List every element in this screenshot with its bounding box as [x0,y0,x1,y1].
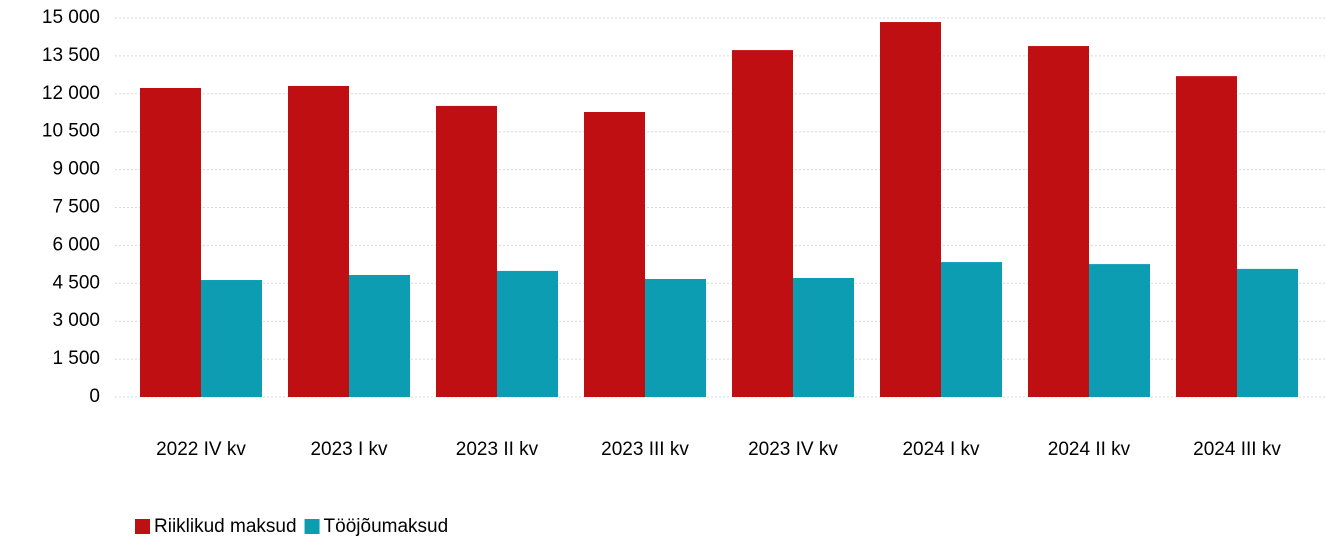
bar [201,280,262,397]
y-tick-label: 7 500 [52,197,100,218]
x-tick-label: 2023 II kv [456,439,539,460]
bar [1237,268,1298,397]
bar [1089,264,1150,397]
legend-swatch [135,519,150,534]
x-tick-label: 2023 I kv [310,439,388,460]
y-tick-label: 13 500 [42,45,100,66]
bar [1176,76,1237,397]
bar [436,105,497,397]
y-tick-label: 0 [89,386,100,407]
y-tick-label: 3 000 [52,310,100,331]
y-tick-label: 1 500 [52,348,100,369]
x-tick-label: 2024 I kv [902,439,980,460]
legend-label: Tööjõumaksud [324,516,449,537]
x-tick-label: 2023 III kv [601,439,689,460]
y-tick-label: 6 000 [52,234,100,255]
bar [941,262,1002,397]
x-tick-label: 2024 III kv [1193,439,1281,460]
y-tick-label: 4 500 [52,272,100,293]
bar [645,279,706,397]
x-tick-label: 2022 IV kv [156,439,246,460]
x-tick-label: 2023 IV kv [748,439,838,460]
bar [497,270,558,397]
bar [880,22,941,398]
bar [584,111,645,397]
bar [1028,46,1089,398]
bar [349,274,410,397]
bar [288,85,349,397]
legend-label: Riiklikud maksud [154,516,297,537]
x-tick-label: 2024 II kv [1048,439,1131,460]
bar [732,50,793,398]
y-tick-label: 12 000 [42,83,100,104]
legend-swatch [304,519,320,534]
y-tick-label: 10 500 [42,121,100,142]
bar [793,277,854,397]
bar [140,87,201,397]
y-tick-label: 15 000 [42,7,100,28]
y-tick-label: 9 000 [52,159,100,180]
